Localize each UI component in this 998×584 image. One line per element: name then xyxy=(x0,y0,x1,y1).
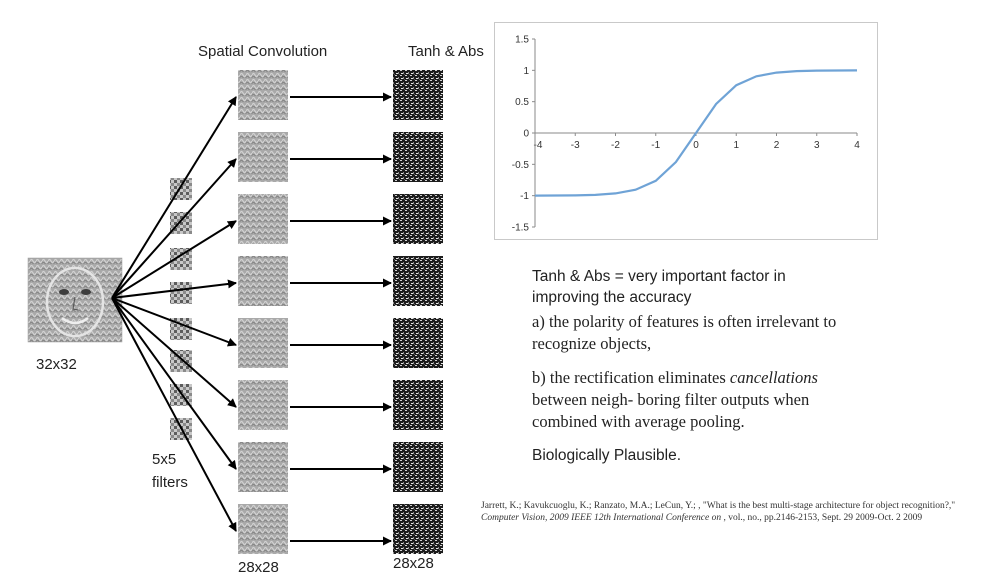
x-tick-label: -4 xyxy=(534,140,543,151)
y-tick-marks xyxy=(532,38,535,228)
point-b-line-2: between neigh- boring filter outputs whe… xyxy=(532,390,810,409)
network-diagram: Spatial Convolution Tanh & Abs 32x32 5x5… xyxy=(27,43,484,576)
y-tick-label: -1.5 xyxy=(512,223,530,234)
x-tick-label: 1 xyxy=(733,140,739,151)
x-tick-label: 0 xyxy=(693,140,699,151)
input-to-conv-arrows xyxy=(111,96,237,532)
y-tick-label: 0.5 xyxy=(515,97,529,108)
x-tick-label: -3 xyxy=(571,140,580,151)
y-tick-label: -0.5 xyxy=(512,160,530,171)
point-b-line-1: b) the rectification eliminates cancella… xyxy=(532,367,972,389)
output-size-label: 28x28 xyxy=(393,555,434,572)
tanh-abs-feature-maps xyxy=(393,70,443,554)
x-tick-label: -2 xyxy=(611,140,620,151)
tanh-series-line xyxy=(534,69,858,197)
tanh-abs-header: Tanh & Abs xyxy=(408,43,484,60)
y-tick-label: 1 xyxy=(523,66,529,77)
citation: Jarrett, K.; Kavukcuoglu, K.; Ranzato, M… xyxy=(481,500,981,524)
conv-to-tanh-arrows xyxy=(290,92,392,546)
x-tick-label: 2 xyxy=(774,140,780,151)
tanh-chart-plot: 1.5 1 0.5 0 -0.5 -1 -1.5 -4 -3 -2 -1 0 1 2 3 4 xyxy=(512,35,861,234)
point-b-emphasis: cancellations xyxy=(729,368,818,387)
conv-feature-maps xyxy=(238,70,288,554)
y-tick-label: -1 xyxy=(520,191,529,202)
x-tick-labels: -4 -3 -2 -1 0 1 2 3 4 xyxy=(534,140,861,151)
y-tick-label: 0 xyxy=(523,129,529,140)
citation-authors-title: Jarrett, K.; Kavukcuoglu, K.; Ranzato, M… xyxy=(481,501,956,511)
headline-line-1: Tanh & Abs = very important factor in xyxy=(532,268,786,285)
point-b-prefix: b) the rectification eliminates xyxy=(532,368,730,387)
explanation-text: Tanh & Abs = very important factor in im… xyxy=(532,266,972,466)
citation-details: , vol., no., pp.2146-2153, Sept. 29 2009… xyxy=(721,513,923,523)
x-tick-label: 4 xyxy=(854,140,860,151)
input-size-label: 32x32 xyxy=(36,356,77,373)
conclusion-text: Biologically Plausible. xyxy=(532,447,682,464)
headline-line-2: improving the accuracy xyxy=(532,289,692,306)
filter-thumbnails xyxy=(170,178,192,440)
y-tick-labels: 1.5 1 0.5 0 -0.5 -1 -1.5 xyxy=(512,35,530,234)
filters-label: filters xyxy=(152,474,188,491)
filter-size-label: 5x5 xyxy=(152,451,176,468)
x-tick-label: 3 xyxy=(814,140,820,151)
y-tick-label: 1.5 xyxy=(515,35,529,46)
spatial-convolution-header: Spatial Convolution xyxy=(198,43,327,60)
conv-size-label: 28x28 xyxy=(238,559,279,576)
citation-venue: Computer Vision, 2009 IEEE 12th Internat… xyxy=(481,513,722,523)
point-b-line-3: combined with average pooling. xyxy=(532,412,745,431)
tanh-chart: 1.5 1 0.5 0 -0.5 -1 -1.5 -4 -3 -2 -1 0 1 2 3 4 xyxy=(494,22,878,240)
point-a-line-1: a) the polarity of features is often irr… xyxy=(532,312,837,331)
point-a-line-2: recognize objects, xyxy=(532,334,652,353)
x-tick-label: -1 xyxy=(651,140,660,151)
input-face-image xyxy=(27,257,123,343)
